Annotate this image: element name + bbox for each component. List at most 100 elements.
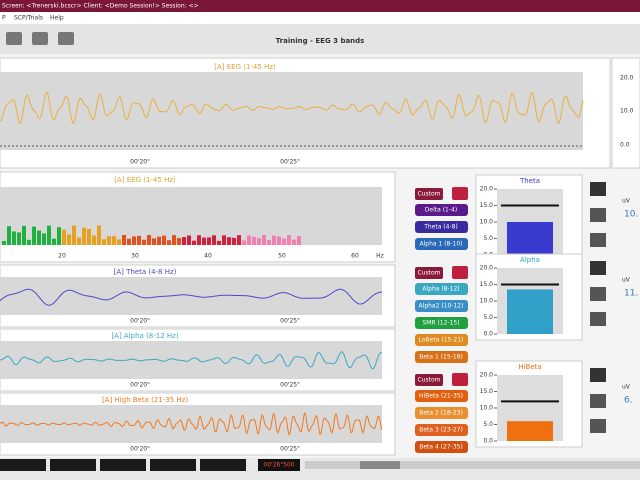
spectrum-bar: [102, 239, 106, 245]
y-tick-label: 20.0: [480, 186, 494, 193]
band-button[interactable]: [415, 267, 443, 279]
spectrum-bar: [292, 239, 296, 245]
band-button[interactable]: [415, 424, 468, 436]
gauge-title: Alpha: [520, 256, 540, 264]
tool-button[interactable]: [6, 32, 22, 45]
waveform: [0, 288, 383, 306]
button-label: Beta 4 (27-35): [419, 444, 463, 451]
control-button[interactable]: [590, 368, 606, 382]
y-tick-label: 5.0: [483, 421, 493, 428]
band-button[interactable]: [415, 334, 468, 346]
band-button[interactable]: [415, 351, 468, 363]
spectrum-bar: [37, 230, 41, 245]
spectrum-bar: [107, 236, 111, 245]
y-tick-label: 0.0: [483, 438, 493, 445]
time-label: 00'25": [280, 318, 300, 325]
gauge-bar: [507, 222, 553, 255]
unit-label: uV: [622, 277, 631, 284]
button-label: Custom: [418, 191, 441, 198]
spectrum-bar: [162, 235, 166, 245]
spectrum-bar: [277, 236, 281, 245]
control-button[interactable]: [590, 287, 606, 301]
control-button[interactable]: [590, 208, 606, 222]
band-button[interactable]: [415, 300, 468, 312]
button-label: Custom: [418, 377, 441, 384]
spectrum-bar: [57, 227, 61, 245]
spectrum-bar: [217, 240, 221, 245]
time-display: [258, 459, 300, 471]
spectrum-bar: [122, 235, 126, 245]
band-button[interactable]: [415, 204, 468, 216]
settings-button[interactable]: [452, 187, 468, 200]
eeg-plot: [0, 72, 583, 150]
transport-button[interactable]: [0, 459, 46, 471]
band-button[interactable]: [415, 188, 443, 200]
band-button[interactable]: [415, 390, 468, 402]
spectrum-bar: [192, 240, 196, 245]
button-label: HiBeta (21-35): [419, 393, 463, 400]
x-label: 60: [351, 253, 359, 260]
band-button[interactable]: [415, 238, 468, 250]
tool-button[interactable]: [58, 32, 74, 45]
spectrum-bar: [87, 228, 91, 245]
button-label: Theta (4-8): [423, 224, 458, 231]
spectrum-bar: [2, 241, 6, 245]
scroll-thumb[interactable]: [360, 461, 400, 469]
settings-button[interactable]: [452, 266, 468, 279]
spectrum-bar: [237, 235, 241, 245]
band-button[interactable]: [415, 317, 468, 329]
y-tick-label: 0.0: [483, 331, 493, 338]
control-button[interactable]: [590, 419, 606, 433]
band-button[interactable]: [415, 374, 443, 386]
band-button[interactable]: [415, 283, 468, 295]
panel-title: [A] High Beta (21-35 Hz): [102, 396, 188, 404]
readout: 10.: [624, 210, 638, 220]
time-readout: 00'26"500: [263, 462, 294, 469]
scale-label: 10.0: [620, 108, 634, 115]
spectrum-bar: [157, 236, 161, 245]
spectrum-bar: [22, 225, 26, 245]
spectrum-bar: [167, 240, 171, 245]
x-label: 50: [278, 253, 286, 260]
spectrum-bar: [67, 234, 71, 245]
spectrum-bar: [297, 235, 301, 245]
band-button[interactable]: [415, 407, 468, 419]
unit-label: uV: [622, 198, 631, 205]
spectrum-bar: [187, 235, 191, 245]
spectrum-bar: [127, 238, 131, 245]
control-button[interactable]: [590, 312, 606, 326]
toolbar-title: Training - EEG 3 bands: [276, 37, 365, 45]
menu-item[interactable]: Help: [50, 15, 64, 22]
spectrum-bar: [257, 238, 261, 245]
transport-button[interactable]: [150, 459, 196, 471]
spectrum-bar: [77, 237, 81, 245]
transport-button[interactable]: [200, 459, 246, 471]
y-tick-label: 15.0: [480, 281, 494, 288]
menu-item[interactable]: SCP/Trials: [14, 15, 43, 22]
spectrum-bar: [202, 237, 206, 245]
button-label: Beta 2 (18-23): [419, 410, 463, 417]
settings-button[interactable]: [452, 373, 468, 386]
control-button[interactable]: [590, 182, 606, 196]
spectrum-bar: [27, 239, 31, 245]
readout: 11.: [624, 289, 638, 299]
side-scale: [611, 57, 640, 169]
transport-button[interactable]: [100, 459, 146, 471]
transport-button[interactable]: [50, 459, 96, 471]
band-button[interactable]: [415, 221, 468, 233]
button-label: LoBeta (15-21): [419, 337, 464, 344]
x-label: 20: [58, 253, 66, 260]
spectrum-bar: [137, 235, 141, 245]
spectrum-bar: [147, 235, 151, 245]
spectrum-bar: [62, 229, 66, 245]
band-button[interactable]: [415, 441, 468, 453]
band-plot: [0, 341, 382, 379]
tool-button[interactable]: [32, 32, 48, 45]
time-label: 00'25": [280, 446, 300, 453]
control-button[interactable]: [590, 233, 606, 247]
spectrum-bar: [247, 235, 251, 245]
menu-item[interactable]: P: [2, 15, 6, 22]
control-button[interactable]: [590, 261, 606, 275]
control-button[interactable]: [590, 394, 606, 408]
